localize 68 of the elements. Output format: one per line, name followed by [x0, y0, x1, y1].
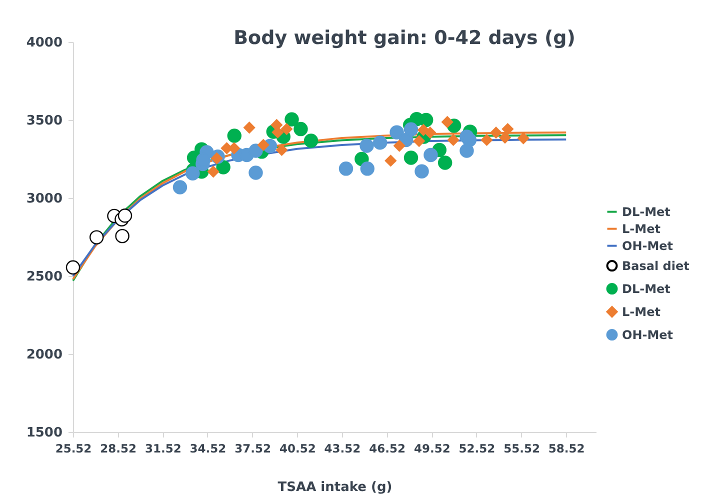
x-tick-label: 49.52 [414, 442, 450, 456]
point [518, 132, 530, 144]
point [248, 166, 263, 180]
point [441, 116, 454, 128]
x-tick-label: 43.52 [324, 442, 361, 456]
chart-title: Body weight gain: 0-42 days (g) [234, 27, 576, 49]
point [294, 122, 308, 136]
point [338, 162, 354, 176]
point [284, 112, 299, 126]
x-tick-label: 55.52 [504, 442, 540, 456]
point [460, 144, 474, 158]
y-tick-label: 1500 [26, 426, 62, 440]
point [186, 166, 200, 180]
point [384, 154, 397, 167]
x-tick-label: 34.52 [190, 442, 226, 456]
point [418, 112, 434, 128]
y-tick-label: 3500 [26, 114, 62, 128]
y-tick-label: 3000 [26, 192, 62, 206]
point [360, 138, 374, 153]
point [404, 150, 418, 165]
x-tick-label: 28.52 [100, 442, 137, 456]
point [66, 260, 80, 275]
point [258, 139, 270, 151]
x-axis-title: TSAA intake (g) [278, 480, 392, 495]
point [390, 125, 404, 140]
legend-label: OH-Met [622, 328, 674, 342]
y-tick-label: 4000 [26, 36, 62, 50]
legend-label: OH-Met [622, 238, 674, 253]
point [280, 123, 293, 135]
y-tick-label: 2000 [26, 348, 62, 362]
point [394, 140, 406, 152]
point [372, 136, 388, 150]
legend-label: DL-Met [622, 282, 671, 296]
legend-label: Basal diet [622, 258, 690, 273]
point [248, 144, 263, 158]
point [216, 160, 230, 174]
point [89, 230, 104, 244]
point [210, 152, 223, 164]
point [243, 122, 256, 134]
point [404, 122, 418, 136]
legend-label: DL-Met [622, 204, 671, 219]
x-tick-label: 52.52 [458, 442, 496, 456]
x-tick-label: 37.52 [234, 442, 272, 456]
point [227, 128, 242, 143]
point [447, 134, 460, 146]
x-tick-label: 40.52 [279, 442, 316, 456]
point [115, 228, 130, 244]
x-tick-label: 46.52 [369, 442, 406, 456]
point [424, 148, 438, 162]
point [207, 166, 220, 178]
legend-label: L-Met [622, 304, 661, 319]
x-tick-label: 31.52 [144, 442, 182, 456]
point [304, 134, 318, 148]
point [118, 208, 132, 223]
legend-label: L-Met [622, 222, 661, 236]
point [438, 156, 452, 170]
point [413, 135, 425, 147]
point [490, 126, 502, 138]
point [360, 162, 374, 176]
point [414, 164, 429, 178]
y-tick-label: 2500 [26, 270, 62, 284]
point [172, 180, 188, 194]
point [424, 126, 436, 138]
point [480, 134, 493, 146]
x-tick-label: 25.52 [55, 442, 92, 456]
point [276, 144, 288, 156]
x-tick-label: 58.52 [548, 442, 585, 456]
point [502, 123, 514, 135]
